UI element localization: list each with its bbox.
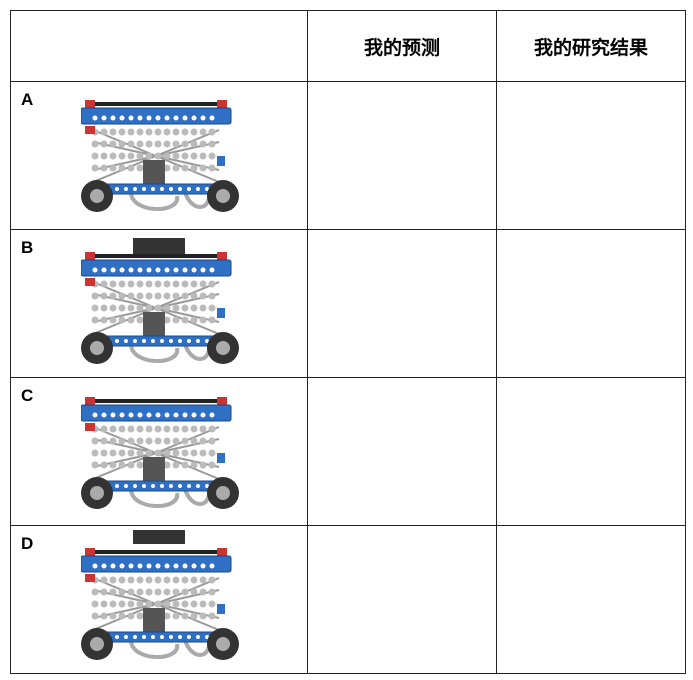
row-label: C [21, 386, 34, 405]
row-label: A [21, 90, 34, 109]
row-label: D [21, 534, 34, 553]
header-cell [10, 10, 308, 82]
header-cell: 我的研究结果 [496, 10, 686, 82]
image-cell: C [10, 377, 308, 526]
header-row: 我的预测 我的研究结果 [10, 10, 686, 82]
lift-image [81, 238, 241, 368]
row: A [10, 81, 686, 230]
cell [496, 525, 686, 674]
cell [307, 525, 497, 674]
lift-image [81, 96, 241, 216]
header-cell: 我的预测 [307, 10, 497, 82]
image-cell: D [10, 525, 308, 674]
table: 我的预测 我的研究结果 A B C D [10, 10, 686, 674]
cell [496, 81, 686, 230]
weight [133, 530, 185, 544]
cell [307, 377, 497, 526]
image-cell: A [10, 81, 308, 230]
row: C [10, 377, 686, 526]
weight [133, 238, 185, 254]
cell [307, 81, 497, 230]
row: D [10, 525, 686, 674]
lift-image [81, 388, 241, 518]
image-cell: B [10, 229, 308, 378]
cell [496, 229, 686, 378]
row-label: B [21, 238, 34, 257]
lift-image [81, 530, 241, 670]
cell [496, 377, 686, 526]
cell [307, 229, 497, 378]
row: B [10, 229, 686, 378]
